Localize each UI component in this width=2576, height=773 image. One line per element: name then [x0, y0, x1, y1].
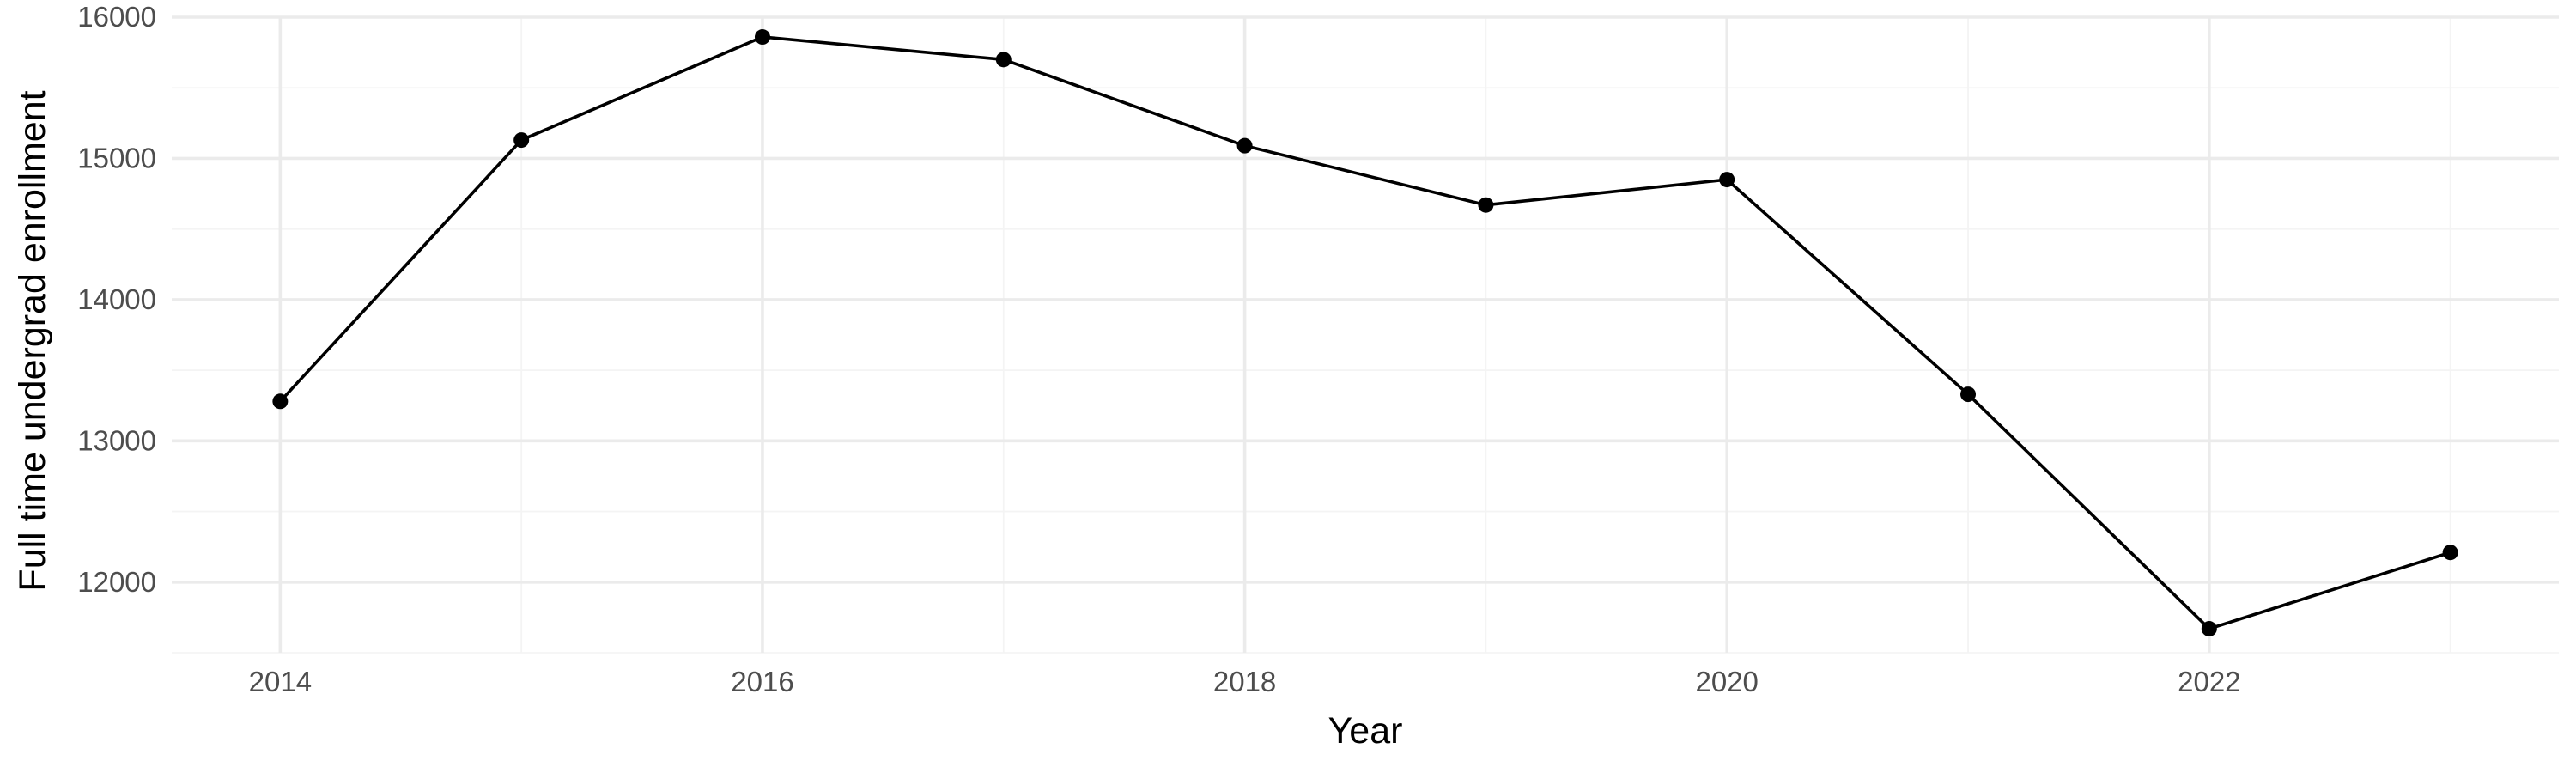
- data-point: [2442, 545, 2458, 561]
- data-point: [995, 52, 1012, 68]
- data-point: [513, 132, 530, 149]
- y-tick-label: 16000: [77, 1, 156, 33]
- x-tick-label: 2020: [1696, 666, 1759, 697]
- y-tick-label: 13000: [77, 424, 156, 456]
- x-tick-label: 2018: [1213, 666, 1276, 697]
- data-point: [1960, 386, 1977, 403]
- y-axis-title: Full time undergrad enrollment: [12, 90, 53, 591]
- y-tick-label: 15000: [77, 142, 156, 173]
- series-line: [279, 35, 2451, 630]
- minor-gridlines: [172, 17, 2559, 654]
- data-point: [2201, 621, 2217, 637]
- data-point: [272, 393, 289, 410]
- x-axis-title: Year: [1328, 710, 1403, 752]
- y-axis-tick-labels: 12000 13000 14000 15000 16000: [77, 1, 156, 598]
- data-point: [754, 29, 770, 46]
- series-layer: [272, 29, 2458, 637]
- major-gridlines: [172, 15, 2559, 653]
- x-tick-label: 2016: [731, 666, 793, 697]
- x-tick-label: 2014: [249, 666, 312, 697]
- y-tick-label: 14000: [77, 283, 156, 315]
- x-axis-tick-labels: 2014 2016 2018 2020 2022: [249, 666, 2241, 697]
- y-tick-label: 12000: [77, 566, 156, 598]
- x-tick-label: 2022: [2178, 666, 2240, 697]
- data-point: [1478, 197, 1494, 213]
- data-point: [1719, 172, 1735, 188]
- data-point: [1236, 137, 1253, 154]
